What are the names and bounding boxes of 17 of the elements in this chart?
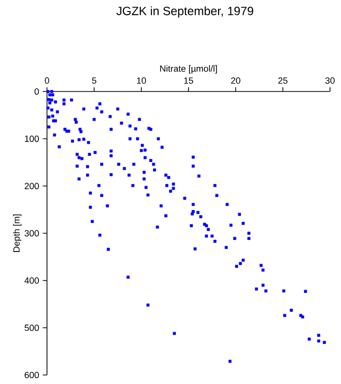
x-tick-label: 10 — [137, 77, 146, 84]
x-axis-title: Nitrate [µmol/l] — [160, 65, 217, 74]
y-tick-label: 400 — [24, 277, 39, 284]
y-tick-label: 500 — [24, 324, 39, 331]
y-axis-title: Depth [m] — [13, 214, 22, 252]
x-tick-label: 0 — [44, 77, 50, 84]
y-tick-label: 200 — [24, 182, 39, 190]
x-tick-label: 5 — [92, 77, 96, 84]
y-tick-label: 600 — [24, 372, 39, 378]
x-tick-label: 20 — [231, 77, 240, 84]
y-tick-label: 300 — [24, 230, 39, 236]
x-tick-label: 30 — [325, 77, 335, 84]
x-tick-label: 15 — [184, 77, 194, 84]
x-tick-label: 25 — [278, 77, 288, 84]
y-tick-label: 0 — [34, 88, 39, 95]
y-tick-label: 100 — [24, 136, 39, 142]
chart-title: JGZK in September, 1979 — [116, 6, 254, 18]
